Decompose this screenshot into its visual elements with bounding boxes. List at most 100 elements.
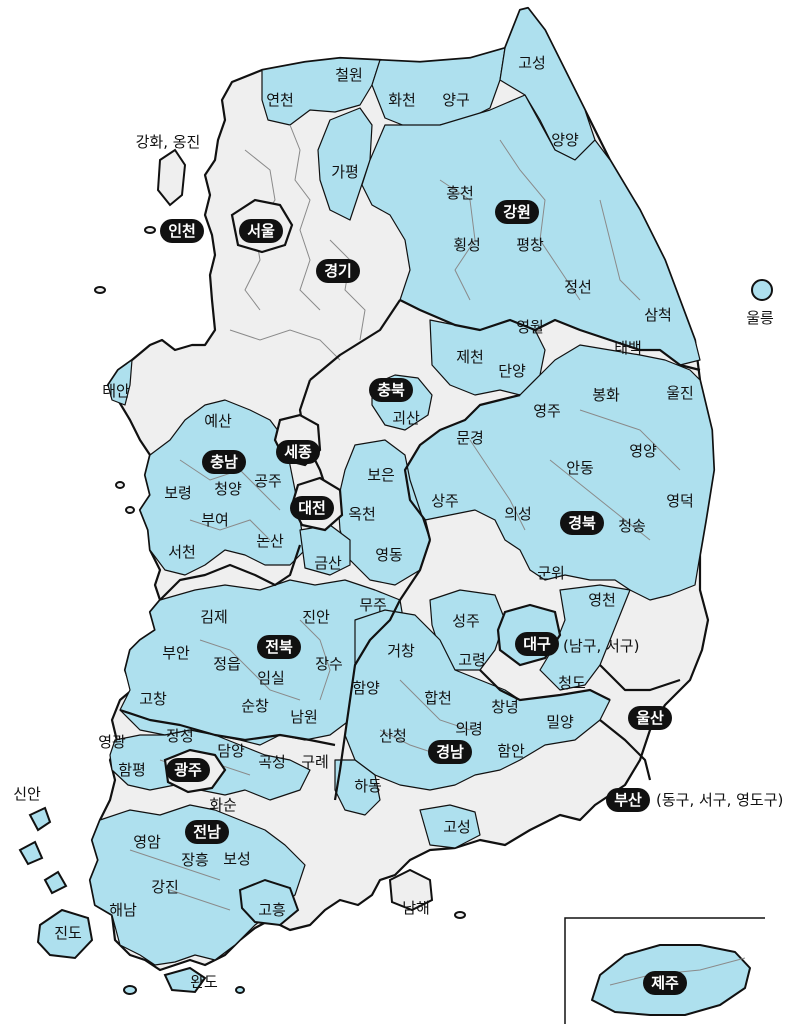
- label-goseong-gn: 고성: [443, 818, 471, 836]
- label-boeun: 보은: [367, 466, 395, 484]
- label-buan: 부안: [162, 644, 190, 662]
- label-jangsu: 장수: [315, 655, 343, 673]
- label-sinan: 신안: [13, 785, 41, 803]
- label-yeoncheon: 연천: [266, 91, 294, 109]
- label-muju: 무주: [359, 596, 387, 614]
- label-miryang: 밀양: [546, 713, 574, 731]
- badge-daegu: 대구: [515, 632, 559, 656]
- label-yeongdeok: 영덕: [666, 492, 694, 510]
- svg-text:대전: 대전: [298, 499, 326, 517]
- badge-seoul: 서울: [239, 219, 283, 243]
- label-boryeong: 보령: [164, 484, 192, 502]
- region-gapyeong: [317, 107, 373, 221]
- label-yeonggwang: 영광: [98, 733, 126, 751]
- label-jeongseon: 정선: [564, 278, 592, 296]
- small-island-7: [235, 986, 245, 994]
- badge-gyeonggi: 경기: [316, 259, 360, 283]
- label-gongju: 공주: [254, 472, 282, 490]
- label-yeongju: 영주: [533, 402, 561, 420]
- label-jangseong: 장성: [166, 727, 194, 745]
- svg-text:경북: 경북: [568, 514, 596, 532]
- sinan-island-3: [43, 870, 68, 895]
- label-gunwi: 군위: [537, 564, 565, 582]
- label-yeongcheon: 영천: [588, 591, 616, 609]
- label-jinan: 진안: [302, 608, 330, 626]
- label-jangheung: 장흥: [181, 851, 209, 869]
- svg-text:광주: 광주: [174, 761, 202, 779]
- islands: [18, 148, 773, 995]
- label-uljin: 울진: [666, 384, 694, 402]
- label-samcheok: 삼척: [644, 306, 672, 324]
- label-hampyeong: 함평: [118, 761, 146, 779]
- label-haman: 함안: [497, 742, 525, 760]
- label-haenam: 해남: [109, 901, 137, 919]
- label-yeongam: 영암: [133, 833, 161, 851]
- note-incheon-islands: 강화, 옹진: [136, 133, 201, 151]
- label-wando: 완도: [190, 973, 218, 991]
- label-gochang: 고창: [139, 690, 167, 708]
- county-labels: 철원 연천 화천 양구 고성 양양 가평 홍천 횡성 평창 정선 삼척 영월 태…: [13, 54, 774, 991]
- svg-text:대구: 대구: [523, 635, 551, 653]
- label-jecheon: 제천: [456, 348, 484, 366]
- label-namhae: 남해: [402, 899, 430, 917]
- label-geumsan: 금산: [314, 554, 342, 572]
- badge-gyeongbuk: 경북: [560, 511, 604, 535]
- small-island-2: [115, 481, 125, 489]
- label-danyang: 단양: [498, 362, 526, 380]
- label-goryeong: 고령: [458, 651, 486, 669]
- label-jindo: 진도: [54, 924, 82, 942]
- label-seocheon: 서천: [168, 543, 196, 561]
- badge-sejong: 세종: [276, 440, 320, 464]
- label-hongcheon: 홍천: [446, 184, 474, 202]
- label-bonghwa: 봉화: [592, 386, 620, 404]
- label-sancheong: 산청: [379, 727, 407, 745]
- label-yeongyang: 영양: [629, 442, 657, 460]
- label-taean: 태안: [102, 382, 130, 400]
- badge-jeonnam: 전남: [185, 820, 229, 844]
- badge-jeonbuk: 전북: [257, 635, 301, 659]
- svg-text:세종: 세종: [284, 443, 312, 461]
- region-chungnam: [139, 399, 306, 576]
- label-boseong: 보성: [223, 850, 251, 868]
- label-uiseong: 의성: [504, 505, 532, 523]
- label-gokseong: 곡성: [258, 753, 286, 771]
- label-gapyeong: 가평: [331, 163, 359, 181]
- notes: 강화, 옹진 (남구, 서구) (동구, 서구, 영도구): [136, 133, 784, 809]
- region-taean: [107, 359, 133, 406]
- region-jeonnam-south: [89, 804, 306, 966]
- label-hwasun: 화순: [209, 796, 237, 814]
- badge-busan: 부산: [606, 788, 650, 812]
- svg-text:서울: 서울: [247, 222, 275, 240]
- badge-gangwon: 강원: [495, 200, 539, 224]
- jeju-inset: [564, 917, 765, 1024]
- small-island-6: [123, 985, 137, 995]
- note-daegu: (남구, 서구): [563, 637, 639, 655]
- svg-text:전남: 전남: [193, 823, 221, 841]
- small-island-5: [454, 911, 466, 919]
- label-yangyang: 양양: [551, 131, 579, 149]
- namhae-island: [388, 868, 434, 912]
- county-borders: [129, 124, 746, 986]
- svg-text:강원: 강원: [503, 203, 531, 221]
- label-damyang: 담양: [217, 742, 245, 760]
- label-goheung: 고흥: [258, 901, 286, 919]
- label-yanggu: 양구: [442, 91, 470, 109]
- label-goseong-gw: 고성: [518, 54, 546, 72]
- label-yesan: 예산: [204, 412, 232, 430]
- label-jeongeup: 정읍: [213, 655, 241, 673]
- label-gangjin: 강진: [151, 878, 179, 896]
- label-uiryeong: 의령: [455, 720, 483, 738]
- ganghwa-island: [156, 148, 187, 207]
- svg-text:충북: 충북: [377, 381, 405, 399]
- badge-jeju: 제주: [643, 971, 687, 995]
- svg-text:경남: 경남: [436, 743, 464, 761]
- label-cheorwon: 철원: [335, 66, 363, 84]
- svg-text:울산: 울산: [636, 709, 664, 727]
- svg-text:인천: 인천: [168, 222, 196, 240]
- label-namwon: 남원: [290, 708, 318, 726]
- sinan-island-1: [28, 806, 52, 832]
- label-hwacheon: 화천: [388, 91, 416, 109]
- label-changnyeong: 창녕: [491, 698, 519, 716]
- jindo-island: [36, 908, 94, 960]
